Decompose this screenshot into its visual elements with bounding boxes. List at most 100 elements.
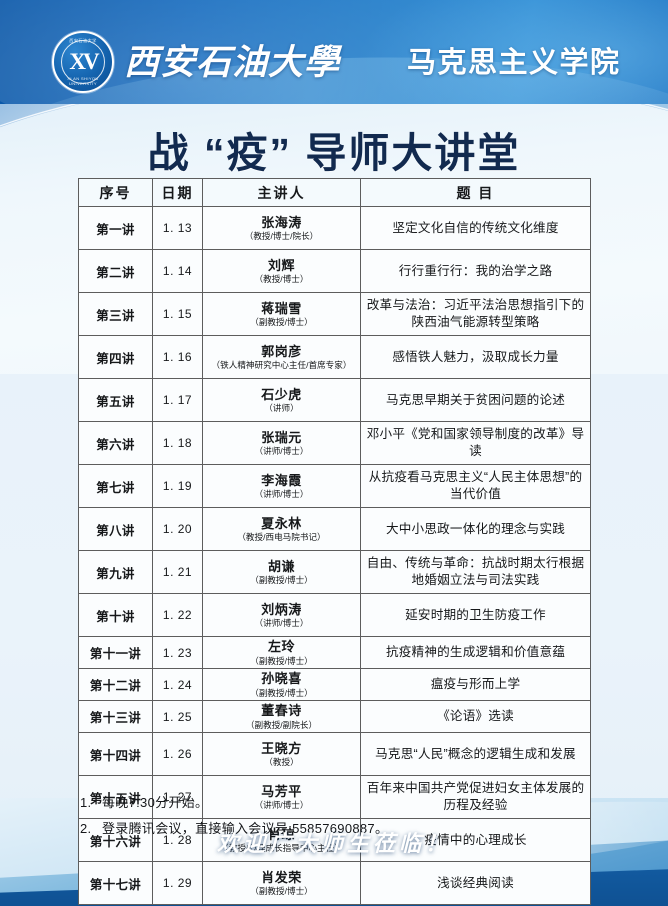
cell-lecture-no: 第十六讲	[78, 818, 153, 862]
table-row: 第三讲 1. 15 蒋瑞雪 （副教授/博士） 改革与法治：习近平法治思想指引下的陕西油气…	[78, 292, 591, 336]
header-banner: 西安石油大学 XV XI AN SHIYOU UNIVERSITY 西安石油大學…	[0, 0, 668, 104]
cell-topic: 从抗疫看马克思主义“人民主体思想”的当代价值	[360, 464, 591, 508]
speaker-role: （副教授/博士）	[250, 687, 313, 698]
cell-lecture-no: 第四讲	[78, 335, 153, 379]
welcome-message: 欢迎广大师生莅临！	[216, 831, 451, 856]
cell-lecture-no: 第二讲	[78, 249, 153, 293]
cell-lecture-no: 第六讲	[78, 421, 153, 465]
cell-topic: 百年来中国共产党促进妇女主体发展的历程及经验	[360, 775, 591, 819]
speaker-name: 董春诗	[261, 703, 302, 719]
speaker-role: （教授/心理成长指导中心主任）	[220, 843, 343, 854]
speaker-name: 马芳平	[261, 783, 302, 799]
speaker-name: 蒋瑞雪	[261, 300, 302, 316]
cell-speaker: 左玲 （副教授/博士）	[202, 636, 361, 669]
note-text: 每晚7:30分开始。	[102, 795, 209, 810]
column-header-topic: 题 目	[360, 178, 591, 207]
cell-speaker: 胡谦 （副教授/博士）	[202, 550, 361, 594]
logo-arc-bottom-label: XI AN SHIYOU UNIVERSITY	[67, 76, 99, 86]
table-row: 第九讲 1. 21 胡谦 （副教授/博士） 自由、传统与革命：抗战时期太行根据地婚姻立法…	[78, 550, 591, 594]
university-logo-icon: 西安石油大学 XV XI AN SHIYOU UNIVERSITY	[52, 31, 114, 93]
cell-date: 1. 29	[152, 861, 203, 905]
table-row: 第六讲 1. 18 张瑞元 （讲师/博士） 邓小平《党和国家领导制度的改革》导读	[78, 421, 591, 465]
schedule-table: 序号 日期 主讲人 题 目 第一讲 1. 13 张海涛 （教授/博士/院长） 坚定文化自…	[78, 178, 591, 905]
cell-speaker: 马芳平 （讲师/博士）	[202, 775, 361, 819]
cell-date: 1. 17	[152, 378, 203, 422]
schedule-table-container: 序号 日期 主讲人 题 目 第一讲 1. 13 张海涛 （教授/博士/院长） 坚定文化自…	[78, 178, 591, 905]
cell-date: 1. 14	[152, 249, 203, 293]
cell-date: 1. 18	[152, 421, 203, 465]
speaker-role: （教授/西电马院书记）	[237, 532, 326, 543]
college-name: 马克思主义学院	[407, 47, 621, 79]
speaker-role: （副教授/博士）	[250, 317, 313, 328]
column-header-no: 序号	[78, 178, 153, 207]
cell-topic: 马克思早期关于贫困问题的论述	[360, 378, 591, 422]
cell-speaker: 孙晓喜 （副教授/博士）	[202, 668, 361, 701]
speaker-name: 张海涛	[261, 214, 302, 230]
cell-lecture-no: 第十二讲	[78, 668, 153, 701]
speaker-name: 石少虎	[261, 386, 302, 402]
table-row: 第十七讲 1. 29 肖发荣 （副教授/博士） 浅谈经典阅读	[78, 861, 591, 905]
speaker-name: 夏永林	[261, 515, 302, 531]
table-row: 第五讲 1. 17 石少虎 （讲师） 马克思早期关于贫困问题的论述	[78, 378, 591, 422]
speaker-name: 李海霞	[261, 472, 302, 488]
cell-lecture-no: 第十讲	[78, 593, 153, 637]
logo-inner-ring	[61, 40, 105, 84]
cell-date: 1. 20	[152, 507, 203, 551]
cell-speaker: 王晓方 （教授）	[202, 732, 361, 776]
speaker-role: （讲师/博士）	[254, 446, 309, 457]
speaker-name: 左玲	[267, 639, 295, 655]
speaker-name: 肖琼	[267, 826, 295, 842]
cell-lecture-no: 第十三讲	[78, 700, 153, 733]
cell-speaker: 蒋瑞雪 （副教授/博士）	[202, 292, 361, 336]
table-header-row: 序号 日期 主讲人 题 目	[78, 178, 591, 207]
table-row: 第七讲 1. 19 李海霞 （讲师/博士） 从抗疫看马克思主义“人民主体思想”的当代价值	[78, 464, 591, 508]
cell-lecture-no: 第三讲	[78, 292, 153, 336]
table-row: 第十一讲 1. 23 左玲 （副教授/博士） 抗疫精神的生成逻辑和价值意蕴	[78, 636, 591, 669]
speaker-name: 胡谦	[267, 558, 295, 574]
cell-speaker: 董春诗 （副教授/副院长）	[202, 700, 361, 733]
cell-lecture-no: 第十四讲	[78, 732, 153, 776]
cell-topic: 《论语》选读	[360, 700, 591, 733]
cell-topic: 疫情中的心理成长	[360, 818, 591, 862]
speaker-role: （副教授/博士）	[250, 886, 313, 897]
cell-topic: 自由、传统与革命：抗战时期太行根据地婚姻立法与司法实践	[360, 550, 591, 594]
speaker-role: （教授）	[264, 757, 299, 768]
cell-topic: 行行重行行：我的治学之路	[360, 249, 591, 293]
speaker-name: 王晓方	[261, 740, 302, 756]
cell-topic: 抗疫精神的生成逻辑和价值意蕴	[360, 636, 591, 669]
note-number: 2.	[80, 821, 92, 836]
schedule-table-body: 第一讲 1. 13 张海涛 （教授/博士/院长） 坚定文化自信的传统文化维度 第二讲 1. …	[78, 206, 591, 905]
speaker-role: （讲师/博士）	[254, 489, 309, 500]
speaker-name: 刘炳涛	[261, 601, 302, 617]
cell-date: 1. 24	[152, 668, 203, 701]
table-row: 第十二讲 1. 24 孙晓喜 （副教授/博士） 瘟疫与形而上学	[78, 668, 591, 701]
cell-lecture-no: 第一讲	[78, 206, 153, 250]
cell-speaker: 肖发荣 （副教授/博士）	[202, 861, 361, 905]
cell-topic: 浅谈经典阅读	[360, 861, 591, 905]
speaker-name: 肖发荣	[261, 869, 302, 885]
cell-topic: 瘟疫与形而上学	[360, 668, 591, 701]
cell-topic: 感悟铁人魅力，汲取成长力量	[360, 335, 591, 379]
speaker-role: （副教授/博士）	[250, 575, 313, 586]
cell-date: 1. 23	[152, 636, 203, 669]
speaker-role: （讲师/博士）	[254, 800, 309, 811]
cell-speaker: 刘炳涛 （讲师/博士）	[202, 593, 361, 637]
cell-speaker: 张瑞元 （讲师/博士）	[202, 421, 361, 465]
cell-topic: 坚定文化自信的传统文化维度	[360, 206, 591, 250]
cell-lecture-no: 第八讲	[78, 507, 153, 551]
cell-speaker: 刘辉 （教授/博士）	[202, 249, 361, 293]
cell-speaker: 李海霞 （讲师/博士）	[202, 464, 361, 508]
cell-date: 1. 19	[152, 464, 203, 508]
cell-date: 1. 22	[152, 593, 203, 637]
cell-date: 1. 16	[152, 335, 203, 379]
cell-date: 1. 15	[152, 292, 203, 336]
university-name: 西安石油大學	[124, 43, 341, 82]
table-row: 第十讲 1. 22 刘炳涛 （讲师/博士） 延安时期的卫生防疫工作	[78, 593, 591, 637]
column-header-date: 日期	[152, 178, 203, 207]
cell-lecture-no: 第九讲	[78, 550, 153, 594]
note-number: 1.	[80, 795, 92, 810]
cell-topic: 改革与法治：习近平法治思想指引下的陕西油气能源转型策略	[360, 292, 591, 336]
cell-topic: 邓小平《党和国家领导制度的改革》导读	[360, 421, 591, 465]
speaker-role: （教授/博士/院长）	[244, 231, 319, 242]
